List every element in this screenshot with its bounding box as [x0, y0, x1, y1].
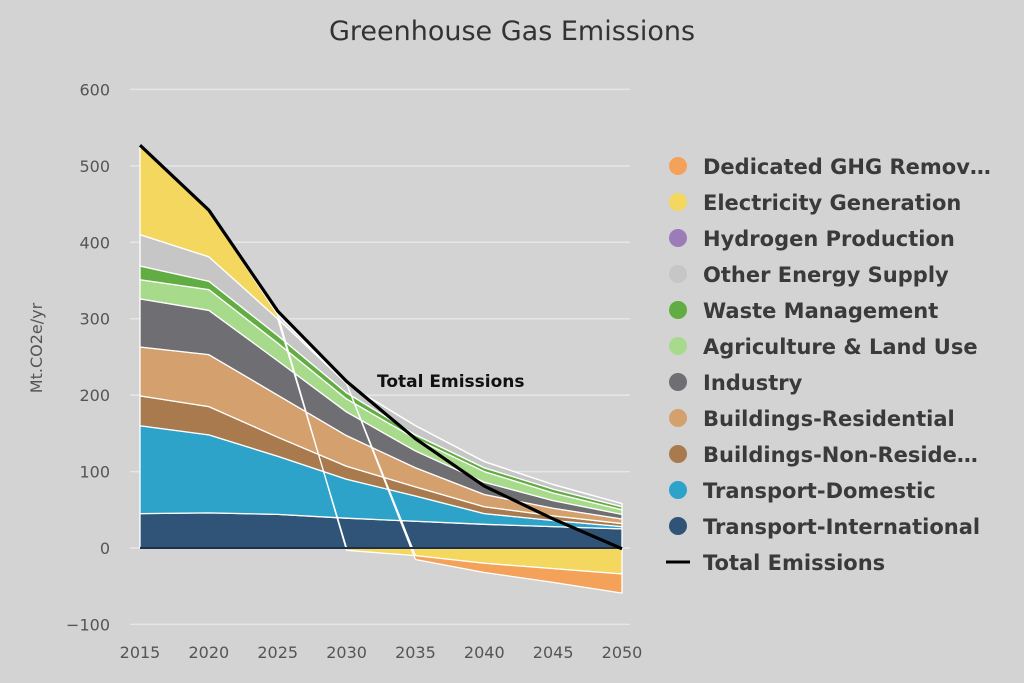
legend-label: Industry [703, 371, 803, 395]
legend-label: Buildings-Non-Reside… [703, 443, 978, 467]
x-tick-label: 2050 [602, 643, 643, 662]
legend-marker-icon [669, 481, 687, 499]
y-tick-label: 500 [79, 157, 110, 176]
y-tick-label: 200 [79, 386, 110, 405]
x-tick-label: 2020 [188, 643, 229, 662]
y-tick-label: 100 [79, 463, 110, 482]
x-tick-label: 2035 [395, 643, 436, 662]
x-tick-label: 2015 [120, 643, 161, 662]
legend-label: Total Emissions [703, 551, 885, 575]
legend: Dedicated GHG Remov… Electricity Generati… [666, 155, 991, 575]
stacked-areas [138, 144, 623, 594]
area-dedicated-ghg-removal [139, 144, 623, 594]
legend-label: Transport-Domestic [703, 479, 936, 503]
x-tick-label: 2025 [257, 643, 298, 662]
legend-marker-icon [669, 193, 687, 211]
x-tick-label: 2030 [326, 643, 367, 662]
y-tick-label: −100 [66, 615, 110, 634]
axis-ticks: −100 0 100 200 300 400 500 600 2015 2020 2025 2030 2… [66, 80, 642, 662]
legend-marker-icon [669, 445, 687, 463]
legend-marker-icon [669, 373, 687, 391]
legend-marker-icon [669, 229, 687, 247]
legend-marker-icon [669, 337, 687, 355]
legend-marker-icon [669, 517, 687, 535]
y-axis-label: Mt.CO2e/yr [27, 302, 46, 393]
legend-label: Agriculture & Land Use [703, 335, 978, 359]
total-emissions-line [138, 144, 623, 551]
total-emissions-annotation: Total Emissions [377, 372, 524, 392]
legend-marker-icon [669, 409, 687, 427]
y-tick-label: 400 [79, 233, 110, 252]
x-tick-label: 2045 [533, 643, 574, 662]
x-tick-label: 2040 [464, 643, 505, 662]
legend-marker-icon [669, 265, 687, 283]
legend-label: Electricity Generation [703, 191, 961, 215]
legend-label: Dedicated GHG Remov… [703, 155, 991, 179]
chart-title: Greenhouse Gas Emissions [329, 16, 695, 47]
legend-label: Buildings-Residential [703, 407, 955, 431]
area-hydrogen-production [139, 233, 623, 505]
legend-marker-icon [669, 157, 687, 175]
y-tick-label: 600 [79, 80, 110, 99]
legend-label: Hydrogen Production [703, 227, 955, 251]
y-tick-label: 300 [79, 310, 110, 329]
legend-label: Other Energy Supply [703, 263, 949, 287]
legend-marker-icon [669, 301, 687, 319]
y-tick-label: 0 [100, 539, 110, 558]
legend-label: Waste Management [703, 299, 938, 323]
legend-label: Transport-International [703, 515, 980, 539]
